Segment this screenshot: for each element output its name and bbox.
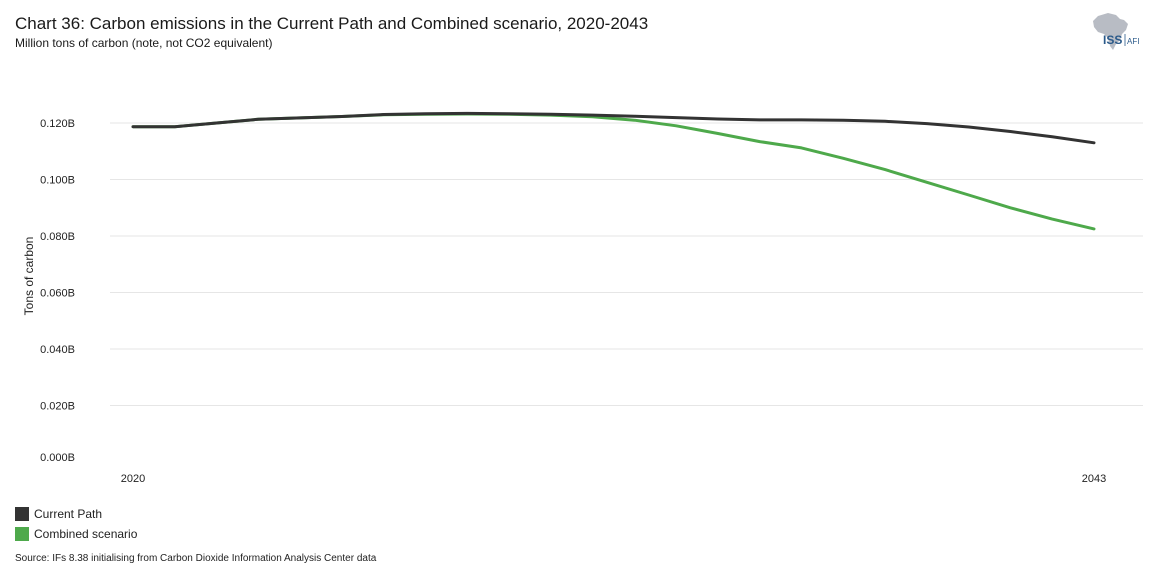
logo-sub-text: AFI xyxy=(1127,37,1139,46)
logo-main-text: ISS xyxy=(1103,33,1122,47)
x-tick-label: 2043 xyxy=(1082,473,1106,485)
y-axis-ticks: 0.000B 0.020B 0.040B 0.060B 0.080B 0.100B 0.12… xyxy=(40,118,75,464)
line-chart: 0.000B 0.020B 0.040B 0.060B 0.080B 0.100B 0.12… xyxy=(22,111,1143,485)
series-lines xyxy=(131,111,1096,231)
chart-title: Chart 36: Carbon emissions in the Curren… xyxy=(15,14,649,33)
y-tick-label: 0.100B xyxy=(40,175,75,187)
grid-lines xyxy=(110,122,1143,406)
legend-swatch-combined-scenario xyxy=(15,527,29,541)
y-tick-label: 0.040B xyxy=(40,344,75,356)
africa-map-icon xyxy=(1093,13,1128,50)
y-tick-label: 0.080B xyxy=(40,231,75,243)
y-axis-label: Tons of carbon xyxy=(22,237,36,316)
y-tick-label: 0.020B xyxy=(40,401,75,413)
legend-swatch-current-path xyxy=(15,507,29,521)
series-line-current-path xyxy=(131,111,1096,145)
x-axis-ticks: 2020 2043 xyxy=(121,473,1106,485)
series-line-combined-scenario xyxy=(131,112,1096,231)
legend-label-current-path: Current Path xyxy=(34,507,103,521)
y-tick-label: 0.000B xyxy=(40,452,75,464)
y-tick-label: 0.120B xyxy=(40,118,75,130)
iss-afi-logo: ISS AFI xyxy=(1093,13,1139,50)
legend-item-combined-scenario: Combined scenario xyxy=(15,524,137,544)
source-note: Source: IFs 8.38 initialising from Carbo… xyxy=(15,553,377,564)
chart-subtitle: Million tons of carbon (note, not CO2 eq… xyxy=(15,36,273,50)
legend-item-current-path: Current Path xyxy=(15,504,137,524)
legend: Current Path Combined scenario xyxy=(15,504,137,544)
x-tick-label: 2020 xyxy=(121,473,145,485)
y-tick-label: 0.060B xyxy=(40,288,75,300)
legend-label-combined-scenario: Combined scenario xyxy=(34,527,138,541)
